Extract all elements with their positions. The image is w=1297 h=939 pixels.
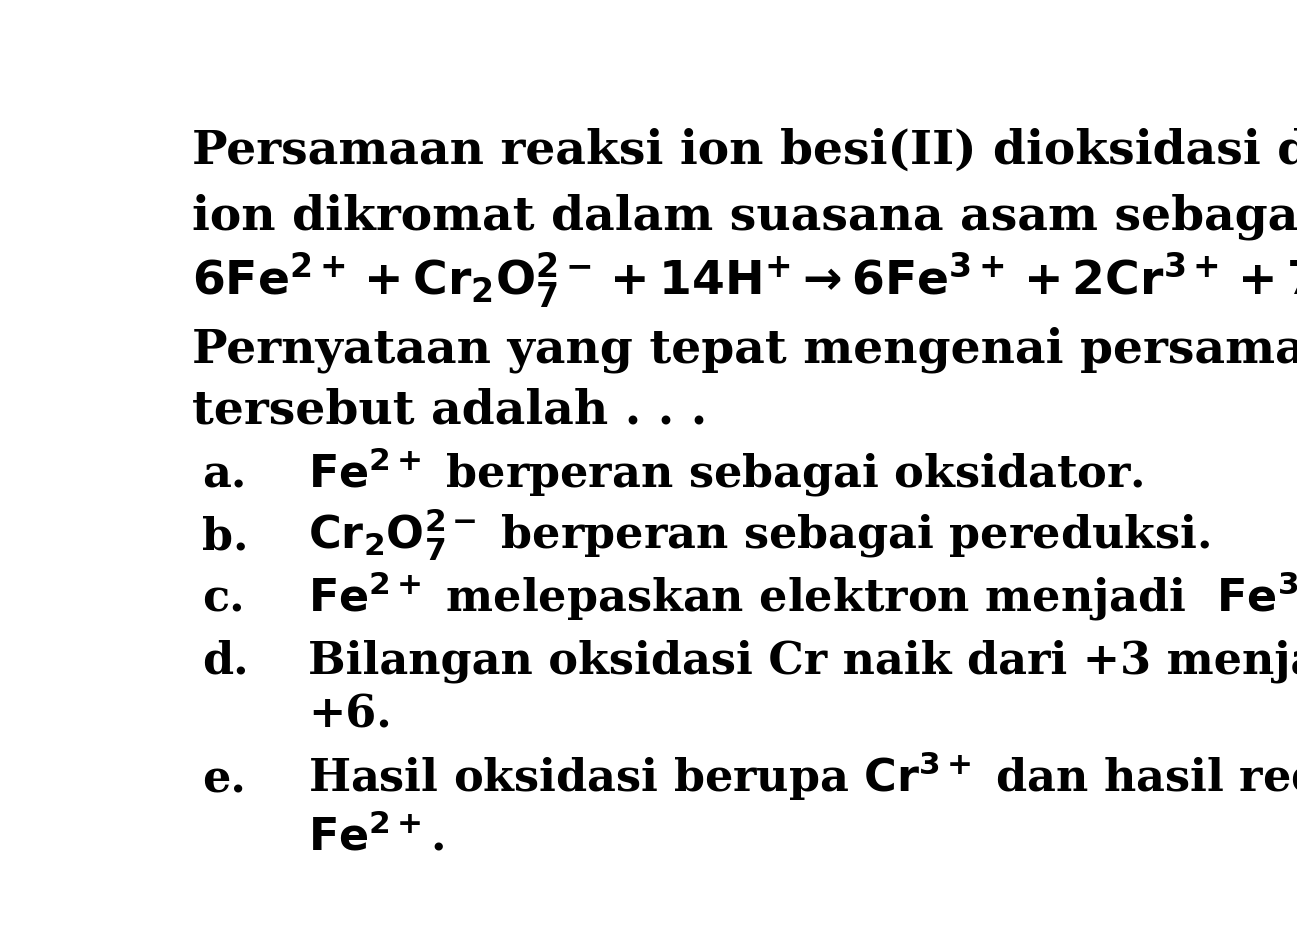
Text: Pernyataan yang tepat mengenai persamaan reaksi: Pernyataan yang tepat mengenai persamaan…: [192, 326, 1297, 373]
Text: Persamaan reaksi ion besi(II) dioksidasi dengan: Persamaan reaksi ion besi(II) dioksidasi…: [192, 128, 1297, 174]
Text: +6.: +6.: [307, 693, 392, 736]
Text: c.: c.: [202, 577, 245, 621]
Text: $\mathbf{Cr_2O_7^{2-}}$ berperan sebagai pereduksi.: $\mathbf{Cr_2O_7^{2-}}$ berperan sebagai…: [307, 507, 1210, 563]
Text: $\mathbf{Fe^{2+}}$ berperan sebagai oksidator.: $\mathbf{Fe^{2+}}$ berperan sebagai oksi…: [307, 445, 1144, 499]
Text: a.: a.: [202, 454, 246, 496]
Text: $\mathbf{Fe^{2+}}$ melepaskan elektron menjadi  $\mathbf{Fe^{3+}}$.: $\mathbf{Fe^{2+}}$ melepaskan elektron m…: [307, 569, 1297, 623]
Text: tersebut adalah . . .: tersebut adalah . . .: [192, 388, 708, 434]
Text: $\mathbf{6Fe^{2+} + Cr_2O_7^{2-} + 14H^{+} \rightarrow 6Fe^{3+} + 2Cr^{3+} + 7H_: $\mathbf{6Fe^{2+} + Cr_2O_7^{2-} + 14H^{…: [192, 251, 1297, 310]
Text: $\mathbf{Fe^{2+}}$.: $\mathbf{Fe^{2+}}$.: [307, 814, 444, 859]
Text: d.: d.: [202, 639, 249, 682]
Text: Hasil oksidasi berupa $\mathbf{Cr^{3+}}$ dan hasil reduksi: Hasil oksidasi berupa $\mathbf{Cr^{3+}}$…: [307, 749, 1297, 804]
Text: b.: b.: [202, 516, 249, 559]
Text: ion dikromat dalam suasana asam sebagai berikut: ion dikromat dalam suasana asam sebagai …: [192, 193, 1297, 240]
Text: e.: e.: [202, 759, 246, 801]
Text: Bilangan oksidasi Cr naik dari +3 menjadi: Bilangan oksidasi Cr naik dari +3 menjad…: [307, 639, 1297, 683]
